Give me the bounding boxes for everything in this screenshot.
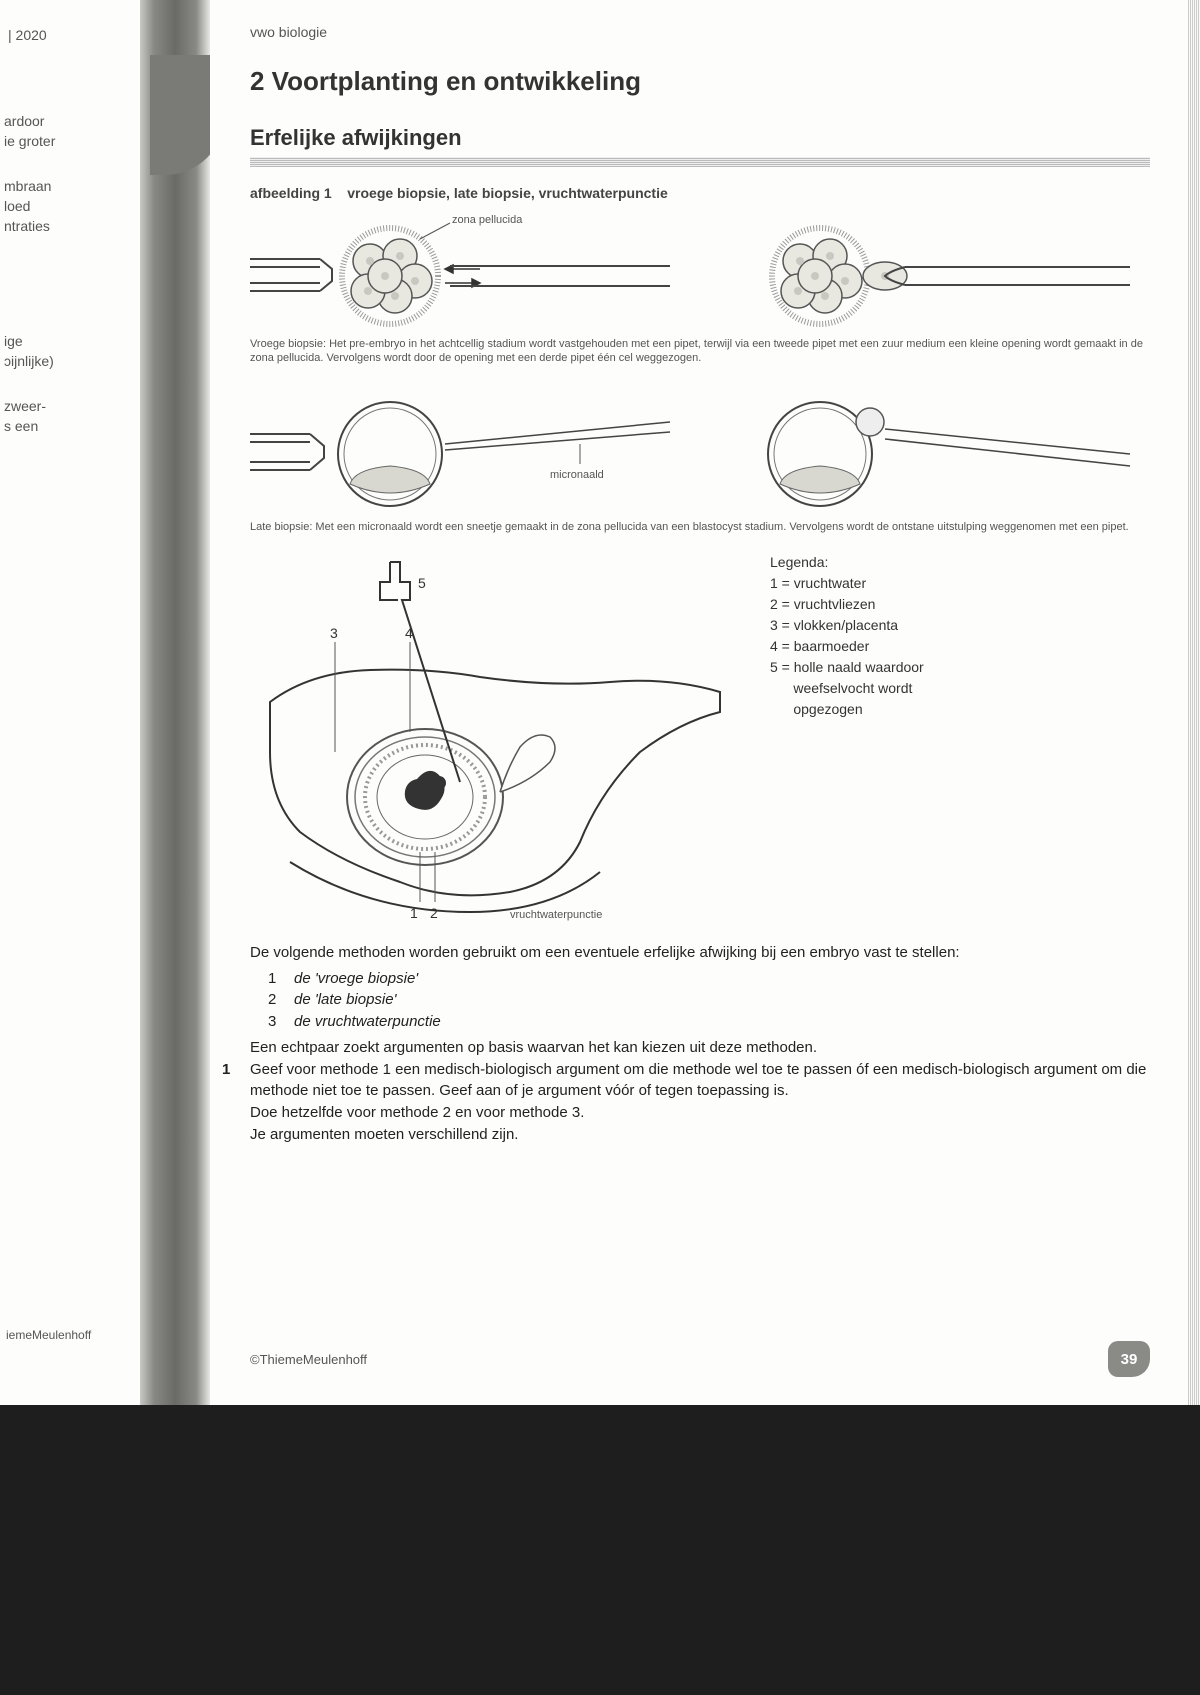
legend-item: 2 = vruchtvliezen bbox=[770, 594, 924, 615]
micronaald-label: micronaald bbox=[550, 469, 604, 481]
svg-text:5: 5 bbox=[418, 575, 426, 591]
figure-label-title: vroege biopsie, late biopsie, vruchtwate… bbox=[347, 185, 668, 201]
intro-text: De volgende methoden worden gebruikt om … bbox=[250, 942, 1150, 964]
method-list: 1de 'vroege biopsie' 2de 'late biopsie' … bbox=[268, 968, 1150, 1033]
couple-line: Een echtpaar zoekt argumenten op basis w… bbox=[250, 1037, 1150, 1059]
page-header: vwo biologie bbox=[250, 24, 1150, 40]
svg-text:1: 1 bbox=[410, 905, 418, 921]
method-3: de vruchtwaterpunctie bbox=[294, 1011, 441, 1033]
left-frag: ie groter bbox=[4, 130, 55, 152]
page-edge bbox=[1188, 0, 1200, 1405]
question-1a-text: Geef voor methode 1 een medisch-biologis… bbox=[250, 1061, 1146, 1100]
legend-item: opgezogen bbox=[770, 699, 924, 720]
copyright: ©ThiemeMeulenhoff bbox=[250, 1352, 367, 1367]
left-frag: s een bbox=[4, 415, 38, 437]
page-number: 39 bbox=[1121, 1351, 1138, 1368]
left-footer: iemeMeulenhoff bbox=[6, 1326, 91, 1345]
figure-row-vroege: zona pellucida bbox=[250, 211, 1150, 331]
figure-label-prefix: afbeelding 1 bbox=[250, 185, 332, 201]
amnio-figure-wrap: 5 3 4 1 2 vruchtwaterpunctie Legenda: 1 … bbox=[250, 552, 1150, 932]
svg-text:2: 2 bbox=[430, 905, 438, 921]
zona-label: zona pellucida bbox=[452, 214, 523, 226]
svg-text:3: 3 bbox=[330, 625, 338, 641]
left-frag: ɔijnlijke) bbox=[4, 350, 54, 372]
vroege-biopsie-left-svg: zona pellucida bbox=[250, 211, 670, 331]
legend-item: 3 = vlokken/placenta bbox=[770, 615, 924, 636]
legend: Legenda: 1 = vruchtwater 2 = vruchtvliez… bbox=[770, 552, 924, 720]
question-number: 1 bbox=[222, 1059, 230, 1081]
late-biopsie-right-svg bbox=[710, 384, 1130, 514]
left-frag: ntraties bbox=[4, 215, 50, 237]
question-1b: Doe hetzelfde voor methode 2 en voor met… bbox=[250, 1102, 1150, 1124]
amniocentesis-svg: 5 3 4 1 2 vruchtwaterpunctie bbox=[250, 552, 750, 932]
vroege-biopsie-right-svg bbox=[710, 211, 1130, 331]
right-page: vwo biologie 2 Voortplanting en ontwikke… bbox=[210, 0, 1190, 1405]
section-title: Erfelijke afwijkingen bbox=[250, 125, 1150, 151]
chapter-title: 2 Voortplanting en ontwikkeling bbox=[250, 66, 1150, 97]
legend-item: 4 = baarmoeder bbox=[770, 636, 924, 657]
legend-item: 1 = vruchtwater bbox=[770, 573, 924, 594]
method-2: de 'late biopsie' bbox=[294, 989, 396, 1011]
left-page-fragment: | 2020 ardoor ie groter mbraan loed ntra… bbox=[0, 0, 140, 1405]
question-1c: Je argumenten moeten verschillend zijn. bbox=[250, 1124, 1150, 1146]
legend-item: weefselvocht wordt bbox=[770, 678, 924, 699]
figure-row-late: micronaald bbox=[250, 384, 1150, 514]
body-text: De volgende methoden worden gebruikt om … bbox=[250, 942, 1150, 1146]
vrucht-label: vruchtwaterpunctie bbox=[510, 909, 602, 921]
late-biopsie-left-svg: micronaald bbox=[250, 384, 670, 514]
legend-item: 5 = holle naald waardoor bbox=[770, 657, 924, 678]
page-number-badge: 39 bbox=[1108, 1341, 1150, 1377]
svg-text:4: 4 bbox=[405, 625, 413, 641]
figure-label: afbeelding 1 vroege biopsie, late biopsi… bbox=[250, 185, 1150, 201]
left-year: | 2020 bbox=[8, 24, 47, 46]
legend-title: Legenda: bbox=[770, 552, 924, 573]
caption-vroege: Vroege biopsie: Het pre-embryo in het ac… bbox=[250, 337, 1150, 366]
question-1a: 1 Geef voor methode 1 een medisch-biolog… bbox=[250, 1059, 1150, 1103]
method-1: de 'vroege biopsie' bbox=[294, 968, 418, 990]
section-underline bbox=[250, 157, 1150, 167]
page-footer: ©ThiemeMeulenhoff 39 bbox=[250, 1341, 1150, 1377]
caption-late: Late biopsie: Met een micronaald wordt e… bbox=[250, 520, 1150, 534]
book-spine bbox=[140, 0, 210, 1405]
